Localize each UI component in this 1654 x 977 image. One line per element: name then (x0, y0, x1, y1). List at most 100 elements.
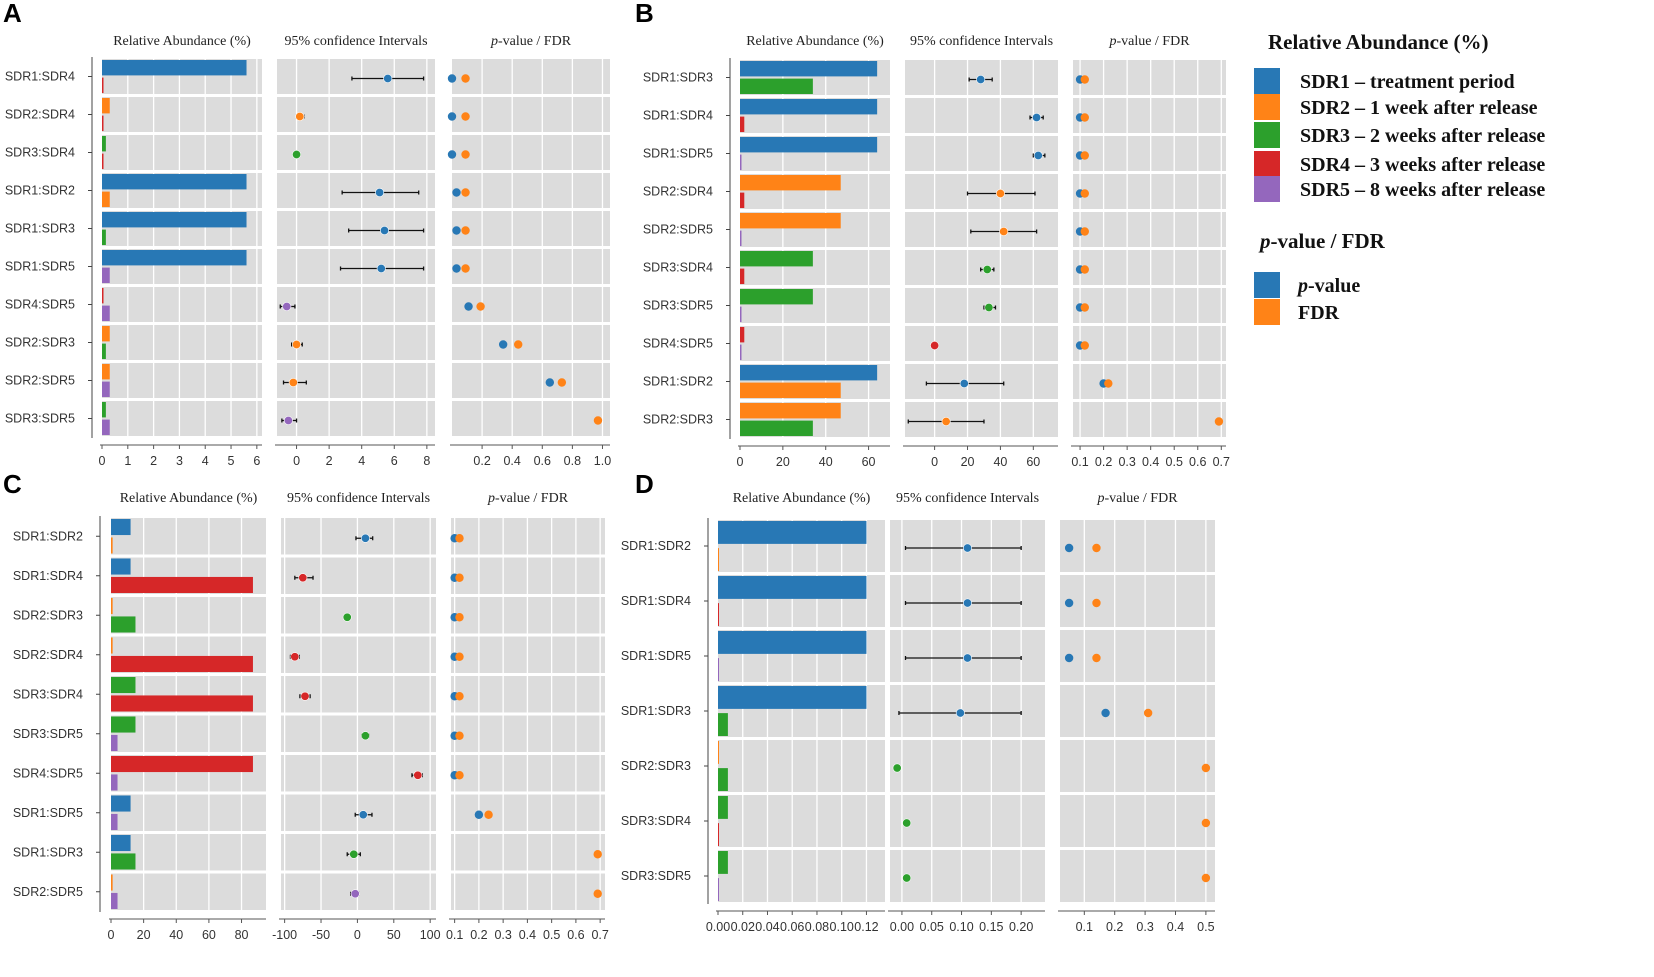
row-background (905, 288, 1058, 323)
legend-label-rest: FDR (1298, 302, 1340, 324)
row-background (277, 363, 435, 398)
category-label: SDR1:SDR3 (13, 845, 83, 859)
category-label: SDR2:SDR5 (5, 374, 75, 388)
row-background (111, 597, 266, 634)
ci-point (376, 263, 386, 273)
x-tick-label: 0.5 (1197, 920, 1214, 934)
fdr-point (1080, 227, 1089, 236)
category-label: SDR1:SDR5 (5, 260, 75, 274)
x-tick-label: 4 (358, 454, 365, 468)
bar-SDR2 (102, 364, 110, 380)
x-tick-label: 0.4 (1142, 455, 1159, 469)
ci-point (283, 415, 293, 425)
bar-SDR3 (102, 343, 106, 359)
x-tick-label: 50 (387, 928, 401, 942)
ci-point (955, 708, 965, 718)
category-label: SDR3:SDR5 (13, 727, 83, 741)
fdr-point (1080, 265, 1089, 274)
x-tick-label: 0 (99, 454, 106, 468)
bar-SDR2 (740, 213, 841, 229)
row-background (277, 173, 435, 208)
bar-SDR1 (111, 795, 131, 812)
row-background (718, 795, 885, 847)
pvalue-point (1064, 653, 1074, 663)
legend-title-pvalue-fdr: p-value / FDR (1258, 229, 1386, 253)
bar-SDR5 (111, 734, 118, 751)
pvalue-point (498, 340, 508, 349)
row-background (1073, 288, 1226, 323)
bar-SDR2 (740, 382, 841, 398)
header-p-italic: p (487, 491, 495, 506)
row-background (277, 401, 435, 436)
legend-title-p-italic: p (1258, 229, 1271, 253)
header-pvalue-fdr: p-value / FDR (490, 34, 572, 49)
legend-swatch-fdr (1254, 299, 1280, 325)
row-background (452, 211, 610, 246)
bar-SDR3 (102, 136, 106, 152)
category-label: SDR1:SDR2 (621, 539, 691, 553)
fdr-point (455, 731, 464, 740)
x-tick-label: 0 (354, 928, 361, 942)
ci-point (902, 818, 912, 828)
fdr-point (593, 889, 602, 898)
row-background (102, 287, 262, 322)
bar-SDR5 (740, 306, 742, 322)
row-background (281, 715, 436, 752)
category-label: SDR2:SDR4 (13, 648, 83, 662)
x-tick-label: 0.3 (1118, 455, 1135, 469)
row-background (890, 685, 1045, 737)
x-tick-label: 0.8 (564, 454, 581, 468)
row-background (1073, 364, 1226, 399)
legend-swatch-pvalue (1254, 272, 1280, 298)
bar-SDR5 (740, 344, 742, 360)
bar-SDR5 (102, 419, 110, 435)
category-label: SDR2:SDR5 (13, 885, 83, 899)
x-tick-label: 0.00 (890, 920, 914, 934)
bar-SDR4 (102, 115, 104, 131)
category-label: SDR1:SDR5 (13, 806, 83, 820)
category-label: SDR2:SDR3 (5, 336, 75, 350)
ci-point (962, 653, 972, 663)
header-p-rest: -value / FDR (498, 34, 572, 49)
pvalue-point (474, 810, 484, 819)
category-label: SDR2:SDR4 (5, 108, 75, 122)
bar-SDR2 (718, 548, 719, 571)
fdr-point (461, 264, 470, 273)
row-background (718, 850, 885, 902)
row-background (905, 364, 1058, 399)
fdr-point (455, 692, 464, 701)
category-label: SDR1:SDR4 (13, 569, 83, 583)
x-tick-label: 0.10 (949, 920, 973, 934)
header-confidence-intervals: 95% confidence Intervals (896, 491, 1039, 506)
ci-point (959, 378, 969, 388)
fdr-point (1092, 543, 1101, 553)
x-tick-label: 40 (169, 928, 183, 942)
category-label: SDR3:SDR5 (5, 412, 75, 426)
bar-SDR1 (740, 137, 878, 153)
x-tick-label: 60 (1026, 455, 1040, 469)
ci-point (1032, 113, 1042, 123)
fdr-point (455, 771, 464, 780)
bar-SDR3 (740, 420, 813, 436)
ci-point (995, 189, 1005, 199)
ci-point (982, 264, 992, 274)
category-label: SDR3:SDR4 (643, 261, 713, 275)
fdr-point (461, 74, 470, 83)
category-label: SDR2:SDR3 (13, 608, 83, 622)
category-label: SDR1:SDR4 (621, 594, 691, 608)
bar-SDR3 (102, 402, 106, 418)
x-tick-label: 6 (253, 454, 260, 468)
bar-SDR5 (102, 267, 110, 283)
category-label: SDR1:SDR2 (13, 529, 83, 543)
x-tick-label: 0.12 (854, 920, 878, 934)
row-background (452, 97, 610, 132)
x-tick-label: 0.5 (543, 928, 560, 942)
bar-SDR5 (718, 878, 719, 901)
bar-SDR1 (102, 212, 247, 228)
row-background (905, 250, 1058, 285)
fdr-point (461, 150, 470, 159)
x-tick-label: 0 (293, 454, 300, 468)
row-background (1060, 685, 1215, 737)
bar-SDR2 (111, 598, 113, 615)
bar-SDR1 (718, 686, 867, 709)
